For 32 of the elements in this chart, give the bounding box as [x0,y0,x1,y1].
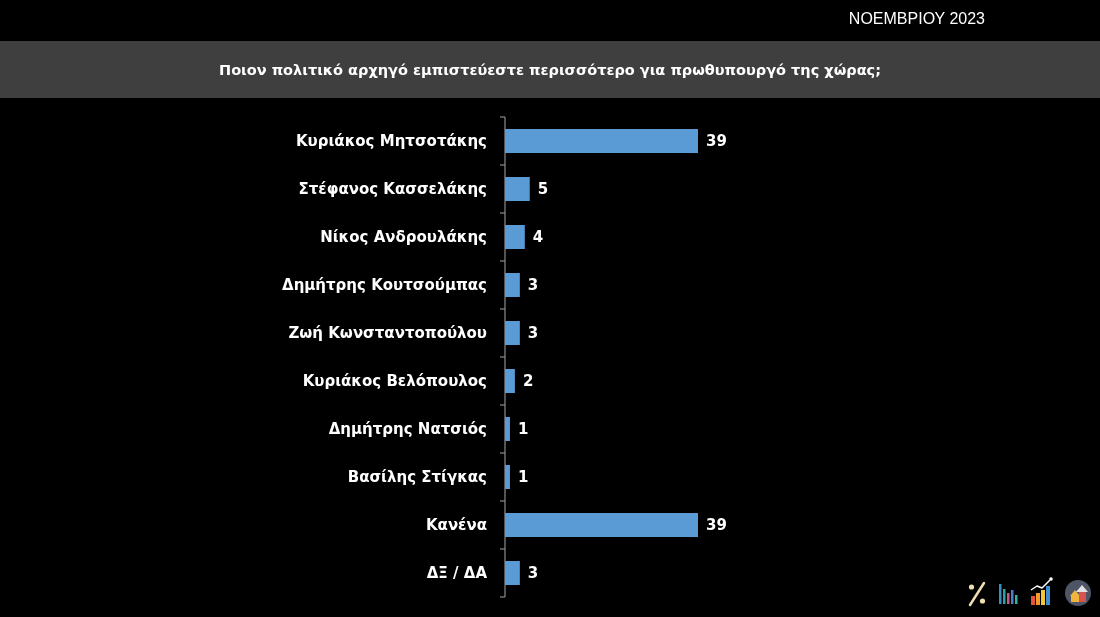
bar [505,177,530,201]
bar [505,129,698,153]
data-label: 1 [517,468,529,487]
y-tick-label: Κανένα [425,516,487,535]
data-label: 4 [532,228,544,247]
y-tick-label: Δημήτρης Κουτσούμπας [282,276,487,295]
data-label: 5 [537,180,549,199]
bar [505,225,525,249]
bar [505,369,515,393]
data-label: 3 [527,324,539,343]
y-tick-label: ΔΞ / ΔΑ [426,564,488,583]
data-label: 39 [706,132,727,151]
y-tick-label: Ζωή Κωνσταντοπούλου [288,324,487,343]
bar [505,513,698,537]
y-tick-label: Δημήτρης Νατσιός [328,420,487,439]
y-tick-label: Κυριάκος Μητσοτάκης [296,132,487,151]
data-label: 3 [527,276,539,295]
data-label: 1 [517,420,529,439]
bar [505,561,520,585]
y-tick-label: Στέφανος Κασσελάκης [298,180,487,199]
y-tick-label: Βασίλης Στίγκας [347,468,487,487]
data-label: 2 [522,372,534,391]
bar [505,273,520,297]
y-tick-label: Νίκος Ανδρουλάκης [320,228,487,247]
chart-title: Ποιον πολιτικό αρχηγό εμπιστεύεστε περισσότερο για πρωθυπουργό της χώρας; [219,62,881,79]
data-label: 39 [706,516,727,535]
bar [505,465,510,489]
bar [505,417,510,441]
text: ΝΟΕΜΒΡΙΟΥ 2023 [848,10,986,27]
data-label: 3 [527,564,539,583]
y-tick-label: Κυριάκος Βελόπουλος [302,372,487,391]
bar [505,321,520,345]
